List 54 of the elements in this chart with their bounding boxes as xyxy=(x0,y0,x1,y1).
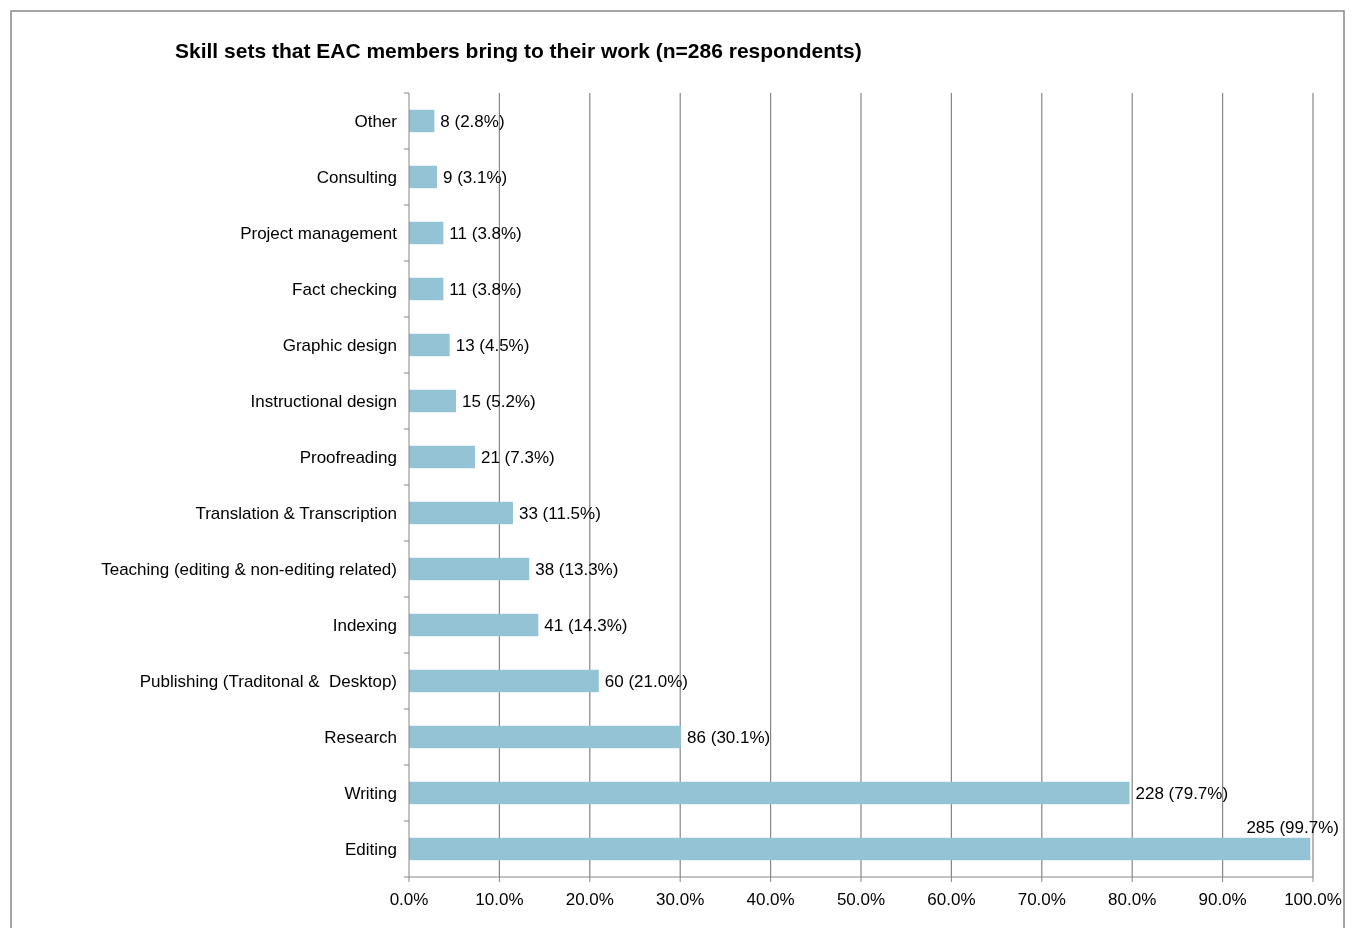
y-tick-label: Project management xyxy=(240,223,398,243)
x-tick-label: 10.0% xyxy=(475,890,524,909)
y-tick-label: Fact checking xyxy=(292,279,397,299)
y-tick-label: Indexing xyxy=(332,615,397,635)
data-label: 86 (30.1%) xyxy=(687,727,771,747)
bar xyxy=(409,333,450,357)
bar xyxy=(409,109,435,133)
x-tick-label: 0.0% xyxy=(389,890,429,909)
y-tick-label: Graphic design xyxy=(282,335,397,355)
data-label: 38 (13.3%) xyxy=(535,559,619,579)
x-tick-label: 50.0% xyxy=(836,890,886,909)
y-tick-label: Teaching (editing & non-editing related) xyxy=(101,559,397,579)
bar xyxy=(409,557,530,581)
bar xyxy=(409,501,513,525)
y-tick-label: Publishing (Traditonal & Desktop) xyxy=(139,671,397,691)
x-tick-label: 90.0% xyxy=(1198,890,1247,909)
data-label: 11 (3.8%) xyxy=(449,279,522,299)
y-tick-label: Instructional design xyxy=(250,391,397,411)
y-tick-label: Other xyxy=(354,111,398,131)
y-tick-label: Consulting xyxy=(316,167,397,187)
bar xyxy=(409,613,539,637)
data-label: 21 (7.3%) xyxy=(480,447,555,467)
bar xyxy=(409,389,457,413)
y-tick-label: Proofreading xyxy=(299,447,397,467)
x-tick-label: 70.0% xyxy=(1017,890,1066,909)
data-label: 15 (5.2%) xyxy=(462,391,536,411)
bar xyxy=(409,277,444,301)
data-label: 8 (2.8%) xyxy=(440,111,505,131)
x-tick-label: 20.0% xyxy=(565,890,614,909)
chart-title: Skill sets that EAC members bring to their work (n=286 respondents) xyxy=(175,39,862,62)
bar xyxy=(409,669,599,693)
x-tick-label: 100.0% xyxy=(1284,890,1342,909)
bar xyxy=(409,781,1130,805)
data-label: 228 (79.7%) xyxy=(1135,783,1229,803)
x-tick-label: 80.0% xyxy=(1108,890,1157,909)
data-label: 9 (3.1%) xyxy=(443,167,508,187)
data-label: 33 (11.5%) xyxy=(518,503,601,523)
y-tick-label: Writing xyxy=(344,783,397,803)
bar xyxy=(409,165,438,189)
x-tick-label: 60.0% xyxy=(927,890,976,909)
bar xyxy=(409,725,682,749)
bar xyxy=(409,445,475,469)
data-label: 60 (21.0%) xyxy=(604,671,689,691)
data-label: 11 (3.8%) xyxy=(449,223,522,243)
y-tick-label: Research xyxy=(324,727,397,747)
data-label: 285 (99.7%) xyxy=(1246,817,1339,837)
bar xyxy=(409,837,1311,861)
x-tick-label: 40.0% xyxy=(746,890,795,909)
y-tick-label: Editing xyxy=(345,839,397,859)
data-label: 41 (14.3%) xyxy=(544,615,628,635)
x-tick-label: 30.0% xyxy=(656,890,705,909)
y-tick-label: Translation & Transcription xyxy=(195,503,397,523)
bar xyxy=(409,221,444,245)
data-label: 13 (4.5%) xyxy=(455,335,530,355)
